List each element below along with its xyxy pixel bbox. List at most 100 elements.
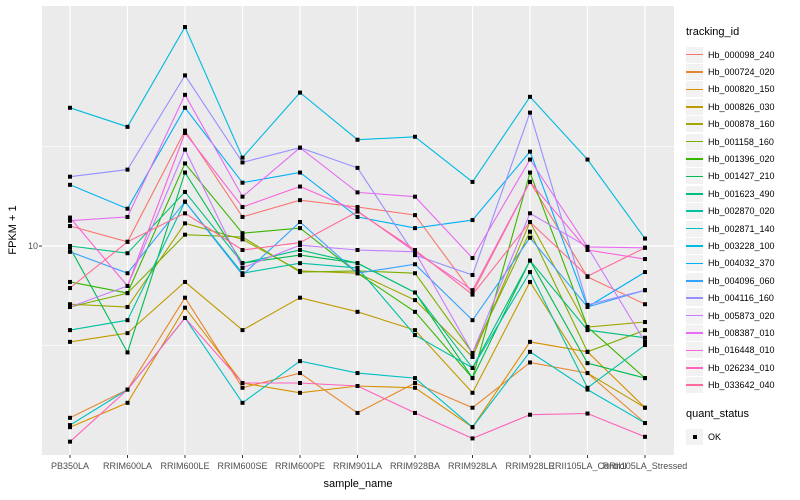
data-point-marker [183, 305, 187, 310]
data-point-marker [125, 304, 130, 309]
data-point-marker [298, 184, 302, 189]
data-point-marker [298, 220, 302, 225]
data-point-marker [643, 288, 647, 293]
line-swatch-icon [686, 81, 703, 98]
data-point-marker [355, 190, 360, 195]
data-point-marker [470, 318, 475, 323]
data-point-marker [413, 194, 417, 199]
line-swatch-icon [686, 168, 703, 185]
data-point-marker [470, 288, 475, 293]
data-point-marker [68, 244, 72, 249]
data-point-marker [183, 295, 187, 300]
data-point-marker [125, 214, 130, 219]
data-point-marker [413, 410, 417, 415]
legend-label: Hb_008387_010 [708, 327, 775, 338]
data-point-marker [240, 194, 245, 199]
data-point-marker [470, 179, 475, 184]
data-point-marker [125, 283, 130, 288]
data-point-marker [643, 434, 647, 439]
data-point-marker [470, 292, 475, 297]
data-point-marker [298, 270, 302, 275]
data-point-marker [240, 381, 245, 386]
data-point-marker [183, 211, 187, 216]
data-point-marker [68, 105, 72, 110]
line-swatch-icon [686, 185, 703, 202]
legend-entry-Hb_033642_040: Hb_033642_040 [686, 376, 798, 394]
line-swatch-icon [686, 203, 703, 220]
data-point-marker [528, 170, 532, 175]
data-point-marker [240, 400, 245, 405]
line-swatch-icon [686, 359, 703, 376]
data-point-marker [585, 248, 590, 253]
data-point-marker [68, 174, 72, 179]
legend-panel: tracking_id Hb_000098_240 Hb_000724_020 Hb… [686, 26, 798, 445]
data-point-marker [470, 354, 475, 359]
data-point-marker [68, 279, 72, 284]
data-point-marker [413, 248, 417, 253]
data-point-marker [413, 262, 417, 267]
legend-entry-Hb_004032_370: Hb_004032_370 [686, 255, 798, 272]
data-point-marker [528, 258, 532, 263]
data-point-marker [68, 218, 72, 223]
data-point-marker [298, 170, 302, 175]
data-point-marker [643, 376, 647, 381]
legend-label: Hb_003228_100 [708, 240, 775, 251]
legend-entry-Hb_001158_160: Hb_001158_160 [686, 133, 798, 150]
data-point-marker [183, 147, 187, 152]
data-point-marker [355, 137, 360, 142]
data-point-marker [413, 309, 417, 314]
data-point-marker [470, 405, 475, 410]
data-point-marker [240, 328, 245, 333]
data-point-marker [298, 248, 302, 253]
data-point-marker [643, 270, 647, 275]
x-tick-label-RRII105LA_Stressed: RRII105LA_Stressed [603, 461, 688, 471]
line-swatch-icon [686, 324, 703, 341]
data-point-marker [298, 240, 302, 245]
legend-title-tracking-id: tracking_id [686, 26, 740, 38]
y-tick-label-10: 10 [27, 241, 38, 251]
data-point-marker [470, 273, 475, 278]
line-swatch-icon [686, 237, 703, 254]
data-point-marker [240, 235, 245, 240]
data-point-marker [643, 302, 647, 307]
data-point-marker [413, 290, 417, 295]
data-point-marker [470, 351, 475, 356]
x-tick-label-RRIM928LE: RRIM928LE [505, 461, 554, 471]
legend-entry-ok: OK [686, 428, 798, 445]
data-point-marker [643, 236, 647, 241]
legend-label: Hb_000724_020 [708, 67, 775, 78]
data-point-marker [240, 248, 245, 253]
data-point-marker [355, 214, 360, 219]
data-point-marker [528, 149, 532, 154]
line-swatch-icon [686, 220, 703, 237]
legend-label: Hb_004096_060 [708, 275, 775, 286]
data-point-marker [298, 371, 302, 376]
data-point-marker [528, 94, 532, 99]
data-point-marker [355, 309, 360, 314]
data-point-marker [355, 268, 360, 273]
legend-entry-Hb_002871_140: Hb_002871_140 [686, 220, 798, 237]
data-point-marker [125, 387, 130, 392]
data-point-marker [470, 390, 475, 395]
data-point-marker [125, 271, 130, 276]
legend-entry-Hb_005873_020: Hb_005873_020 [686, 307, 798, 324]
legend-entry-Hb_000826_030: Hb_000826_030 [686, 98, 798, 115]
data-point-marker [355, 410, 360, 415]
data-point-marker [298, 261, 302, 266]
data-point-marker [528, 110, 532, 115]
data-point-marker [183, 105, 187, 110]
data-point-marker [68, 423, 72, 428]
line-swatch-icon [686, 290, 703, 307]
data-point-marker [585, 328, 590, 333]
legend-label: Hb_000878_160 [708, 119, 775, 130]
legend-label: Hb_016448_010 [708, 345, 775, 356]
data-point-marker [585, 302, 590, 307]
data-point-marker [643, 257, 647, 262]
data-point-marker [528, 229, 532, 234]
line-swatch-icon [686, 272, 703, 289]
data-point-marker [413, 385, 417, 390]
data-point-marker [528, 179, 532, 184]
data-point-marker [240, 385, 245, 390]
data-point-marker [125, 350, 130, 355]
data-point-marker [68, 415, 72, 420]
